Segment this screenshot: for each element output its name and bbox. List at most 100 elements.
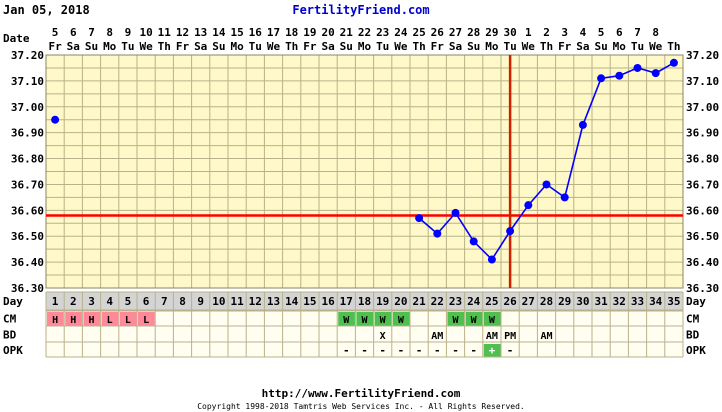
- temperature-point: [669, 58, 678, 67]
- opk-row-label: OPK: [3, 344, 23, 357]
- cycle-day-label: 22: [431, 295, 444, 308]
- opk-row-label-right: OPK: [686, 344, 706, 357]
- cycle-day-label: 6: [143, 295, 150, 308]
- cycle-day-label: 32: [613, 295, 626, 308]
- weekday-label: Sa: [321, 40, 334, 53]
- cycle-day-label: 19: [376, 295, 389, 308]
- date-row-label: Date: [3, 32, 30, 45]
- y-tick-label-left: 36.70: [11, 178, 44, 191]
- date-label: 7: [88, 26, 95, 39]
- weekday-label: Th: [667, 40, 680, 53]
- weekday-label: Sa: [67, 40, 80, 53]
- date-label: 27: [449, 26, 462, 39]
- opk-positive-cell: [483, 344, 501, 357]
- bd-code: PM: [504, 331, 516, 342]
- weekday-label: Su: [85, 40, 98, 53]
- cycle-day-label: 26: [503, 295, 517, 308]
- cycle-day-label: 11: [230, 295, 244, 308]
- date-label: 2: [543, 26, 550, 39]
- weekday-label: Su: [594, 40, 607, 53]
- cycle-day-label: 34: [649, 295, 663, 308]
- footer-copyright: Copyright 1998-2018 Tamtris Web Services…: [197, 402, 525, 411]
- cycle-day-label: 30: [576, 295, 589, 308]
- cycle-day-label: 23: [449, 295, 462, 308]
- cycle-day-label: 18: [358, 295, 371, 308]
- opk-code: -: [379, 344, 386, 357]
- cycle-day-label: 4: [106, 295, 113, 308]
- cm-code: W: [471, 315, 478, 326]
- date-label: 3: [561, 26, 568, 39]
- cm-cell: [447, 312, 465, 326]
- date-label: 6: [616, 26, 623, 39]
- temperature-point: [597, 74, 606, 83]
- date-label: 9: [125, 26, 132, 39]
- cm-code: L: [125, 315, 131, 326]
- date-label: 30: [503, 26, 516, 39]
- bd-code: AM: [540, 331, 552, 342]
- temperature-point: [524, 201, 533, 210]
- cm-cell: [483, 312, 501, 326]
- opk-row: [46, 343, 683, 357]
- opk-code: -: [361, 344, 368, 357]
- opk-code: +: [489, 344, 496, 357]
- bd-row-label-right: BD: [686, 329, 700, 342]
- y-tick-label-right: 37.10: [686, 75, 719, 88]
- date-label: 5: [52, 26, 59, 39]
- y-tick-label-right: 36.40: [686, 256, 719, 269]
- weekday-label: We: [394, 40, 408, 53]
- temperature-point: [469, 237, 478, 246]
- weekday-label: Sa: [449, 40, 462, 53]
- day-row-label: Day: [3, 295, 23, 308]
- date-label: 24: [394, 26, 408, 39]
- temperature-point: [415, 214, 424, 223]
- cycle-day-label: 1: [52, 295, 59, 308]
- cm-code: L: [143, 315, 149, 326]
- weekday-label: Mo: [613, 40, 627, 53]
- weekday-label: Th: [540, 40, 553, 53]
- opk-code: -: [452, 344, 459, 357]
- date-label: 15: [230, 26, 243, 39]
- date-label: 19: [303, 26, 316, 39]
- y-tick-label-right: 36.60: [686, 204, 719, 217]
- opk-code: -: [434, 344, 441, 357]
- weekday-label: Su: [212, 40, 225, 53]
- cycle-day-label: 33: [631, 295, 644, 308]
- date-label: 6: [70, 26, 77, 39]
- date-label: 28: [467, 26, 480, 39]
- y-tick-label-left: 37.20: [11, 49, 44, 62]
- date-label: 20: [321, 26, 334, 39]
- date-label: 26: [431, 26, 445, 39]
- bd-row: [46, 327, 683, 342]
- opk-code: -: [398, 344, 405, 357]
- date-label: 25: [412, 26, 425, 39]
- weekday-label: Th: [285, 40, 298, 53]
- temperature-point: [542, 180, 551, 189]
- opk-code: -: [343, 344, 350, 357]
- cm-cell: [83, 312, 101, 326]
- weekday-label: We: [522, 40, 536, 53]
- weekday-label: Sa: [194, 40, 207, 53]
- cycle-day-label: 9: [197, 295, 204, 308]
- bd-code: X: [380, 331, 386, 342]
- footer-url-link[interactable]: http://www.FertilityFriend.com: [261, 387, 461, 400]
- weekday-label: Mo: [103, 40, 117, 53]
- weekday-label: Mo: [485, 40, 499, 53]
- weekday-label: Fr: [48, 40, 62, 53]
- plot-border: [45, 54, 684, 289]
- cycle-day-label: 10: [212, 295, 225, 308]
- temperature-point: [487, 255, 496, 264]
- cycle-day-label: 8: [179, 295, 186, 308]
- weekday-label: We: [139, 40, 153, 53]
- cycle-day-label: 35: [667, 295, 680, 308]
- cycle-day-label: 3: [88, 295, 95, 308]
- temperature-point: [51, 115, 60, 124]
- weekday-label: Th: [158, 40, 171, 53]
- cm-cell: [47, 312, 64, 326]
- temperature-point: [578, 120, 587, 129]
- date-label: 7: [634, 26, 641, 39]
- site-name-link[interactable]: FertilityFriend.com: [292, 3, 430, 17]
- temperature-point: [615, 71, 624, 80]
- opk-code: -: [470, 344, 477, 357]
- weekday-label: Su: [340, 40, 353, 53]
- temperature-point: [560, 193, 569, 202]
